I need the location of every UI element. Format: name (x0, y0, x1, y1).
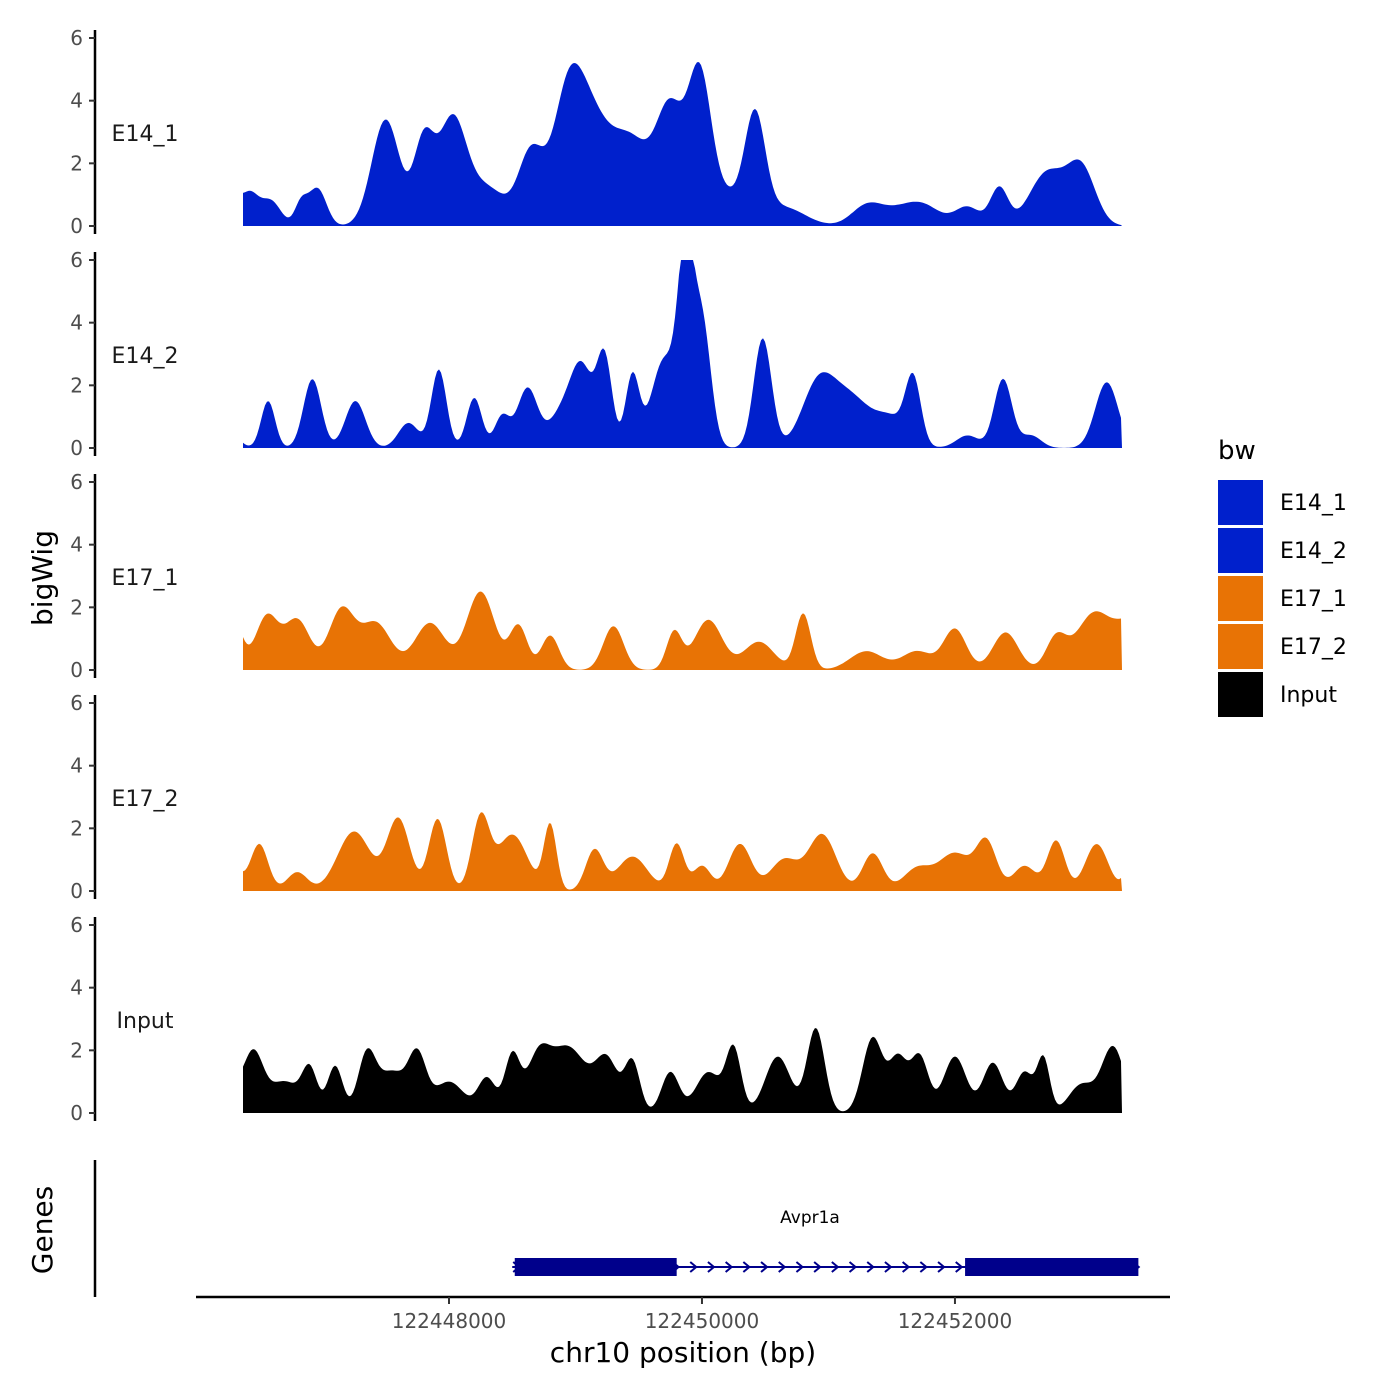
x-tick-label: 122448000 (392, 1309, 507, 1333)
track-E17_2: 0 2 4 6 E17_2 (70, 691, 1122, 903)
gene-strand-arrow (919, 1261, 928, 1273)
y-tick-label: 2 (70, 151, 83, 175)
y-tick-label: 2 (70, 1038, 83, 1062)
y-tick-label: 2 (70, 816, 83, 840)
legend-label: E17_1 (1280, 587, 1347, 612)
y-tick-label: 2 (70, 595, 83, 619)
x-tick-label: 122452000 (898, 1309, 1013, 1333)
legend-key-Input (1218, 672, 1263, 717)
legend: bw E14_1 E14_2 E17_1 E17_2 Input (1218, 436, 1347, 717)
signal-area-E14_2 (243, 260, 1122, 448)
signal-area-E14_1 (243, 62, 1122, 226)
legend-label: Input (1280, 683, 1337, 708)
gene-strand-arrow (866, 1261, 875, 1273)
legend-title: bw (1218, 436, 1256, 466)
signal-area-Input (243, 1028, 1122, 1113)
gene-exon (514, 1258, 677, 1276)
legend-key-E14_1 (1218, 480, 1263, 525)
legend-key-E17_2 (1218, 624, 1263, 669)
track-label: E17_2 (112, 787, 179, 812)
gene-strand-arrow (937, 1261, 946, 1273)
y-tick-label: 0 (70, 658, 83, 682)
gene-strand-arrow (778, 1261, 787, 1273)
track-Input: 0 2 4 6 Input (70, 913, 1122, 1125)
legend-key-E14_2 (1218, 528, 1263, 573)
gene-strand-arrow (795, 1261, 804, 1273)
y-tick-label: 2 (70, 373, 83, 397)
track-E14_2: 0 2 4 6 E14_2 (70, 248, 1122, 460)
gene-strand-arrow (831, 1261, 840, 1273)
y-tick-label: 6 (70, 248, 83, 272)
track-label: E17_1 (112, 566, 179, 591)
y-tick-label: 0 (70, 436, 83, 460)
gene-strand-arrow (884, 1261, 893, 1273)
track-E17_1: 0 2 4 6 E17_1 (70, 470, 1122, 682)
gene-strand-arrow (689, 1261, 698, 1273)
genes-panel: Avpr1a (93, 1160, 1141, 1297)
legend-key-E17_1 (1218, 576, 1263, 621)
signal-area-E17_1 (243, 591, 1122, 670)
y-tick-label: 4 (70, 754, 83, 778)
gene-strand-arrow (813, 1261, 822, 1273)
y-tick-label: 4 (70, 89, 83, 113)
gene-strand-arrow (848, 1261, 858, 1273)
legend-label: E14_1 (1280, 491, 1347, 516)
y-tick-label: 0 (70, 214, 83, 238)
genes-axis-title: Genes (26, 1186, 59, 1274)
x-axis-title: chr10 position (bp) (550, 1336, 816, 1369)
gene-label: Avpr1a (780, 1208, 840, 1228)
track-E14_1: 0 2 4 6 E14_1 (70, 26, 1122, 238)
y-tick-label: 4 (70, 311, 83, 335)
gene-strand-arrow (955, 1261, 964, 1273)
track-label: E14_2 (112, 344, 179, 369)
gene-strand-arrow (742, 1261, 751, 1273)
y-axis-title: bigWig (26, 530, 59, 626)
gene-strand-arrow (707, 1261, 716, 1273)
track-label: E14_1 (112, 122, 179, 147)
legend-label: E17_2 (1280, 635, 1347, 660)
signal-area-E17_2 (243, 812, 1122, 891)
y-tick-label: 6 (70, 691, 83, 715)
gene-strand-arrow (724, 1261, 734, 1273)
y-tick-label: 0 (70, 879, 83, 903)
x-tick-label: 122450000 (645, 1309, 760, 1333)
y-tick-label: 6 (70, 26, 83, 50)
gene-exon (965, 1258, 1139, 1276)
y-tick-label: 4 (70, 976, 83, 1000)
gene-strand-arrow (760, 1261, 769, 1273)
y-tick-label: 6 (70, 470, 83, 494)
y-tick-label: 0 (70, 1101, 83, 1125)
legend-label: E14_2 (1280, 539, 1347, 564)
x-axis: 122448000 122450000 122452000 (196, 1295, 1170, 1333)
y-tick-label: 6 (70, 913, 83, 937)
gene-strand-arrow (901, 1261, 911, 1273)
track-label: Input (117, 1009, 174, 1034)
signal-tracks: 0 2 4 6 E14_1 0 2 4 6 E14_2 0 2 4 6 E17_1 0 2 4 6 E17_2 0 2 4 6… (70, 26, 1122, 1125)
y-tick-label: 4 (70, 533, 83, 557)
